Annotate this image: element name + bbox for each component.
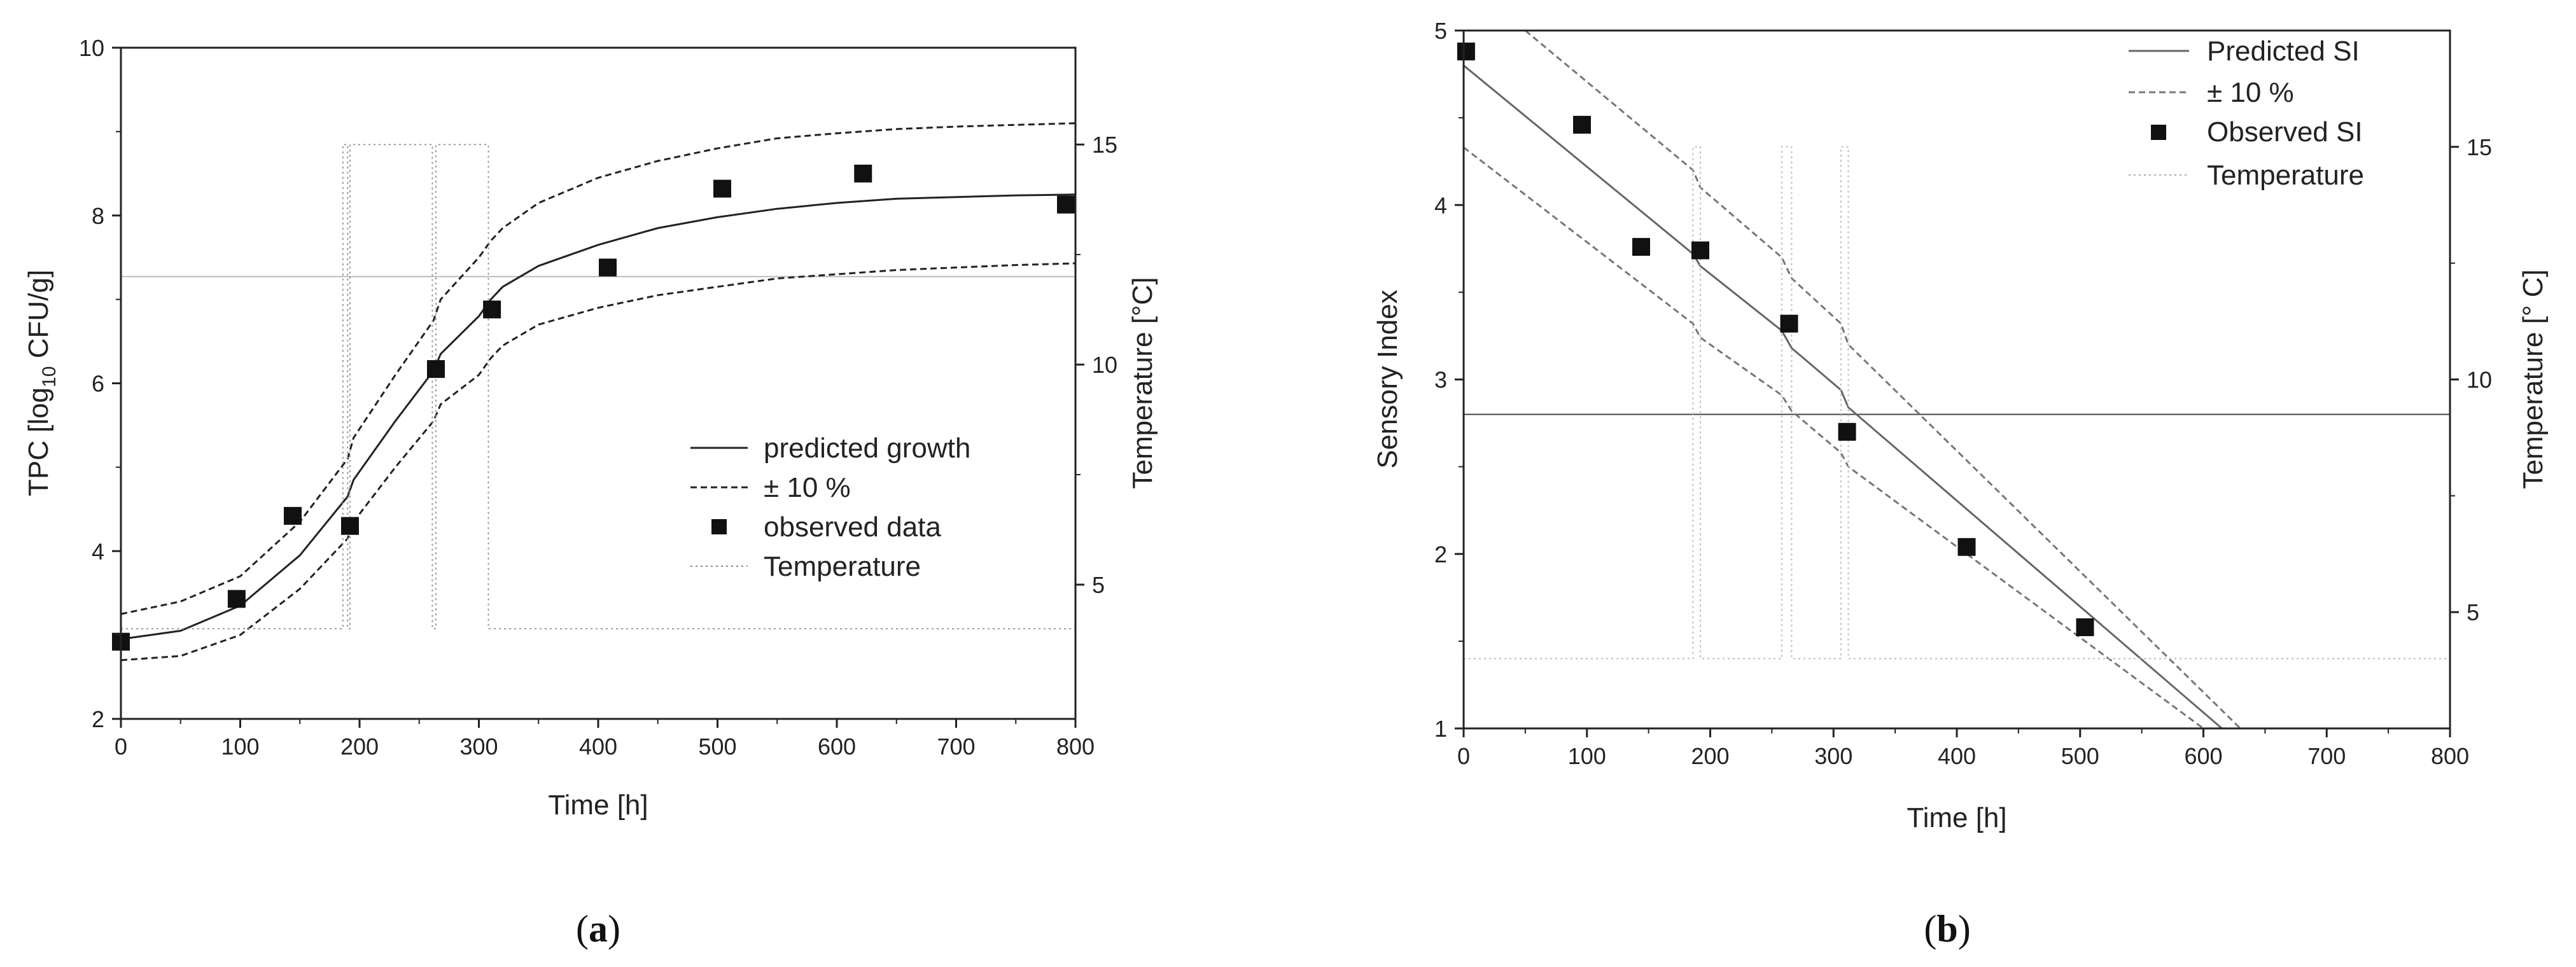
panel-b-x-tick-label: 100: [1568, 743, 1606, 769]
panel-b-y-ticks: 1 2 3 4 5: [1434, 18, 1464, 742]
panel-a-y2-tick-label: 15: [1092, 132, 1117, 158]
panel-b-observed-point: [1457, 42, 1475, 60]
panel-a-observed-point: [341, 517, 359, 535]
panel-a-legend-label-predicted: predicted growth: [764, 433, 970, 464]
panel-a-x-tick-label: 400: [579, 734, 617, 760]
panel-a-y2-axis-title: Temperature [°C]: [1127, 277, 1158, 489]
panel-b-legend-label-observed: Observed SI: [2207, 116, 2363, 148]
panel-a-caption-letter: a: [589, 908, 608, 950]
panel-a-observed-point: [227, 590, 246, 608]
panel-a-band-lower-line: [121, 262, 1075, 662]
panel-a-x-tick-label: 100: [221, 734, 259, 760]
panel-b-y-axis-title: Sensory Index: [1372, 289, 1403, 468]
panel-b-y2-tick-label: 15: [2467, 134, 2492, 160]
panel-a-observed-point: [599, 258, 617, 277]
panel-a-caption-open: (: [576, 908, 589, 950]
panel-a-predicted-line: [121, 193, 1075, 641]
panel-b-x-tick-label: 0: [1457, 743, 1470, 769]
panel-a-x-tick-label: 200: [340, 734, 379, 760]
panel-a-observed-point: [1057, 195, 1075, 214]
panel-a-x-tick-label: 800: [1056, 734, 1095, 760]
panel-a-y-tick-label: 10: [79, 35, 104, 61]
panel-b-y-tick-label: 4: [1434, 192, 1447, 218]
panel-b-observed-point: [1780, 314, 1798, 333]
panel-a-legend-swatch-observed: [711, 519, 727, 534]
panel-a-y2-tick-label: 5: [1092, 572, 1105, 598]
panel-b-x-tick-label: 500: [2061, 743, 2099, 769]
panel-a-legend: predicted growth ± 10 % observed data Te…: [690, 433, 970, 582]
panel-a-x-tick-label: 600: [818, 734, 856, 760]
panel-b-y-tick-label: 3: [1434, 367, 1447, 393]
panel-a-y-tick-label: 6: [92, 371, 104, 397]
panel-b-x-tick-label: 400: [1938, 743, 1976, 769]
panel-b-observed-point: [2076, 618, 2094, 636]
panel-b-y-tick-label: 5: [1434, 18, 1447, 44]
panel-a-series-group: [121, 122, 1075, 662]
panel-a-observed-point: [713, 179, 731, 198]
panel-b-legend-label-temperature: Temperature: [2207, 160, 2364, 191]
panel-a-y-axis-title-main: TPC [log: [23, 387, 54, 496]
panel-b-observed-point: [1838, 422, 1856, 441]
panel-b-caption: (b): [1924, 908, 1970, 950]
panel-b-y2-tick-label: 5: [2467, 599, 2479, 625]
panel-a-y-axis-title-sub: 10: [39, 366, 60, 387]
panel-a-legend-label-temperature: Temperature: [764, 551, 921, 582]
panel-b-chart: 0 100 200 300 400 500 600 700 800 1 2 3 4 5 5 10 15 Ti…: [1372, 18, 2549, 950]
panel-b-legend-label-band: ± 10 %: [2207, 77, 2294, 108]
panel-a-x-tick-label: 300: [459, 734, 498, 760]
panel-a-caption: (a): [576, 908, 620, 950]
panel-b-y2-axis-title: Temperature [° C]: [2517, 269, 2549, 489]
panel-a-y-tick-label: 8: [92, 203, 104, 229]
panel-a-y2-tick-label: 10: [1092, 352, 1117, 378]
panel-b-observed-point: [1691, 241, 1709, 260]
panel-b-band-lower-line: [1464, 146, 2204, 728]
panel-b-x-tick-label: 200: [1691, 743, 1729, 769]
panel-b-x-tick-label: 300: [1814, 743, 1852, 769]
panel-a-y-tick-label: 4: [92, 538, 104, 564]
panel-a-x-tick-label: 0: [115, 734, 127, 760]
panel-a-observed-point: [483, 300, 501, 319]
panel-b-y-tick-label: 1: [1434, 716, 1447, 742]
panel-b-x-axis-title: Time [h]: [1907, 802, 2006, 833]
panel-a-y-axis-title: TPC [log10 CFU/g]: [23, 270, 60, 496]
panel-b-y2-ticks: 5 10 15: [2450, 134, 2492, 625]
panel-a-caption-close: ): [608, 908, 620, 950]
panel-a-legend-label-observed: observed data: [764, 511, 941, 543]
panel-a-y-axis-title-rest: CFU/g]: [23, 270, 54, 366]
panel-b-x-tick-label: 600: [2184, 743, 2222, 769]
panel-a-x-tick-label: 700: [937, 734, 975, 760]
panel-b-y-tick-label: 2: [1434, 541, 1447, 567]
panel-b-y2-tick-label: 10: [2467, 367, 2492, 393]
panel-b-observed-point: [1573, 116, 1591, 134]
panel-b-legend-swatch-observed: [2151, 125, 2166, 140]
panel-b-caption-letter: b: [1936, 908, 1957, 950]
panel-a-chart: 0 100 200 300 400 500 600 700 800 2 4 6 8 10 5 10 15 T…: [23, 35, 1158, 950]
panel-b-temperature-line: [1464, 146, 2450, 660]
panel-b-band-upper-line: [1524, 31, 2241, 728]
panel-a-observed-point: [284, 506, 302, 525]
panel-a-observed-point: [427, 360, 445, 379]
panel-b-observed-point: [1632, 238, 1650, 256]
panel-a-x-ticks: 0 100 200 300 400 500 600 700 800: [115, 719, 1095, 760]
panel-b-x-tick-label: 700: [2307, 743, 2346, 769]
panel-b-caption-close: ): [1958, 908, 1971, 950]
panel-b-observed-point: [1957, 538, 1976, 556]
panel-a-legend-label-band: ± 10 %: [764, 472, 851, 503]
panel-a-temperature-line: [121, 144, 1075, 630]
panel-b-x-tick-label: 800: [2431, 743, 2469, 769]
panel-a-x-tick-label: 500: [698, 734, 736, 760]
panel-b-legend: Predicted SI ± 10 % Observed SI Temperat…: [2129, 36, 2364, 191]
panel-b-plot-content: [1457, 31, 2450, 728]
panel-b-legend-label-predicted: Predicted SI: [2207, 36, 2360, 67]
panel-a-y-ticks: 2 4 6 8 10: [79, 35, 121, 732]
panel-a-y-tick-label: 2: [92, 706, 104, 732]
panel-b-caption-open: (: [1924, 908, 1936, 950]
panel-a-x-axis-title: Time [h]: [548, 790, 648, 821]
panel-a-observed-point: [854, 164, 872, 183]
panel-a-band-upper-line: [121, 122, 1075, 615]
panel-b-x-ticks: 0 100 200 300 400 500 600 700 800: [1457, 728, 2469, 769]
panel-a-y2-ticks: 5 10 15: [1075, 132, 1117, 598]
